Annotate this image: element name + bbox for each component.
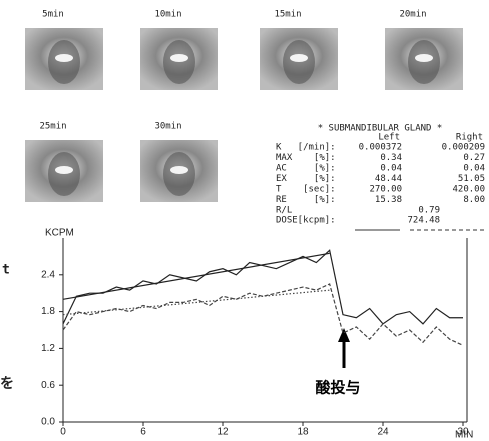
cell: 270.00 — [369, 185, 402, 195]
edge-text: を — [0, 376, 14, 392]
cell: 51.05 — [458, 174, 485, 184]
gland — [290, 54, 308, 62]
edge-text: t — [2, 263, 10, 278]
row-label: AC [%]: — [276, 164, 336, 174]
cell: 15.38 — [375, 195, 402, 205]
y-tick-label: 0.6 — [41, 380, 55, 391]
image-label: 5min — [42, 10, 64, 20]
cell: 48.44 — [375, 174, 402, 184]
row-label: T [sec]: — [276, 185, 336, 195]
gland — [170, 166, 188, 174]
row-label: R/L — [276, 206, 292, 216]
cell: 0.000372 — [359, 143, 402, 153]
gland — [170, 54, 188, 62]
y-axis-label: KCPM — [45, 228, 74, 239]
cell: 0.04 — [380, 164, 402, 174]
annotation: 酸投与 — [315, 379, 360, 397]
col-head: Right — [456, 133, 483, 143]
cell: 0.79 — [418, 206, 440, 216]
cell: 420.00 — [452, 185, 485, 195]
y-tick-label: 1.2 — [41, 343, 55, 354]
gland — [55, 166, 73, 174]
x-tick-label: 0 — [60, 427, 66, 438]
x-tick-label: 12 — [217, 427, 229, 438]
cell: 0.000209 — [442, 143, 485, 153]
row-label: RE [%]: — [276, 195, 336, 205]
series-line — [63, 253, 330, 299]
image-label: 20min — [399, 10, 426, 20]
image-label: 25min — [39, 122, 66, 132]
row-label: EX [%]: — [276, 174, 336, 184]
x-tick-label: 18 — [297, 427, 309, 438]
y-tick-label: 1.8 — [41, 306, 55, 317]
series-line — [63, 250, 463, 324]
x-tick-label: 24 — [377, 427, 389, 438]
y-tick-label: 2.4 — [41, 269, 55, 280]
row-label: MAX [%]: — [276, 153, 336, 163]
cell: 724.48 — [407, 216, 440, 226]
image-label: 30min — [154, 122, 181, 132]
x-tick-label: 30 — [457, 427, 469, 438]
gland — [415, 54, 433, 62]
series-line — [63, 284, 463, 345]
screenshot: 5min10min15min20min25min30min * SUBMANDI… — [0, 0, 489, 441]
cell: 0.27 — [463, 153, 485, 163]
row-label: K [/min]: — [276, 143, 336, 153]
gland — [55, 54, 73, 62]
cell: 0.04 — [463, 164, 485, 174]
row-label: DOSE[kcpm]: — [276, 216, 336, 226]
image-label: 15min — [274, 10, 301, 20]
col-head: Left — [378, 133, 400, 143]
cell: 8.00 — [463, 195, 485, 205]
arrow-head — [338, 328, 350, 342]
cell: 0.34 — [380, 153, 402, 163]
y-tick-label: 0.0 — [41, 417, 55, 428]
image-label: 10min — [154, 10, 181, 20]
x-tick-label: 6 — [140, 427, 146, 438]
